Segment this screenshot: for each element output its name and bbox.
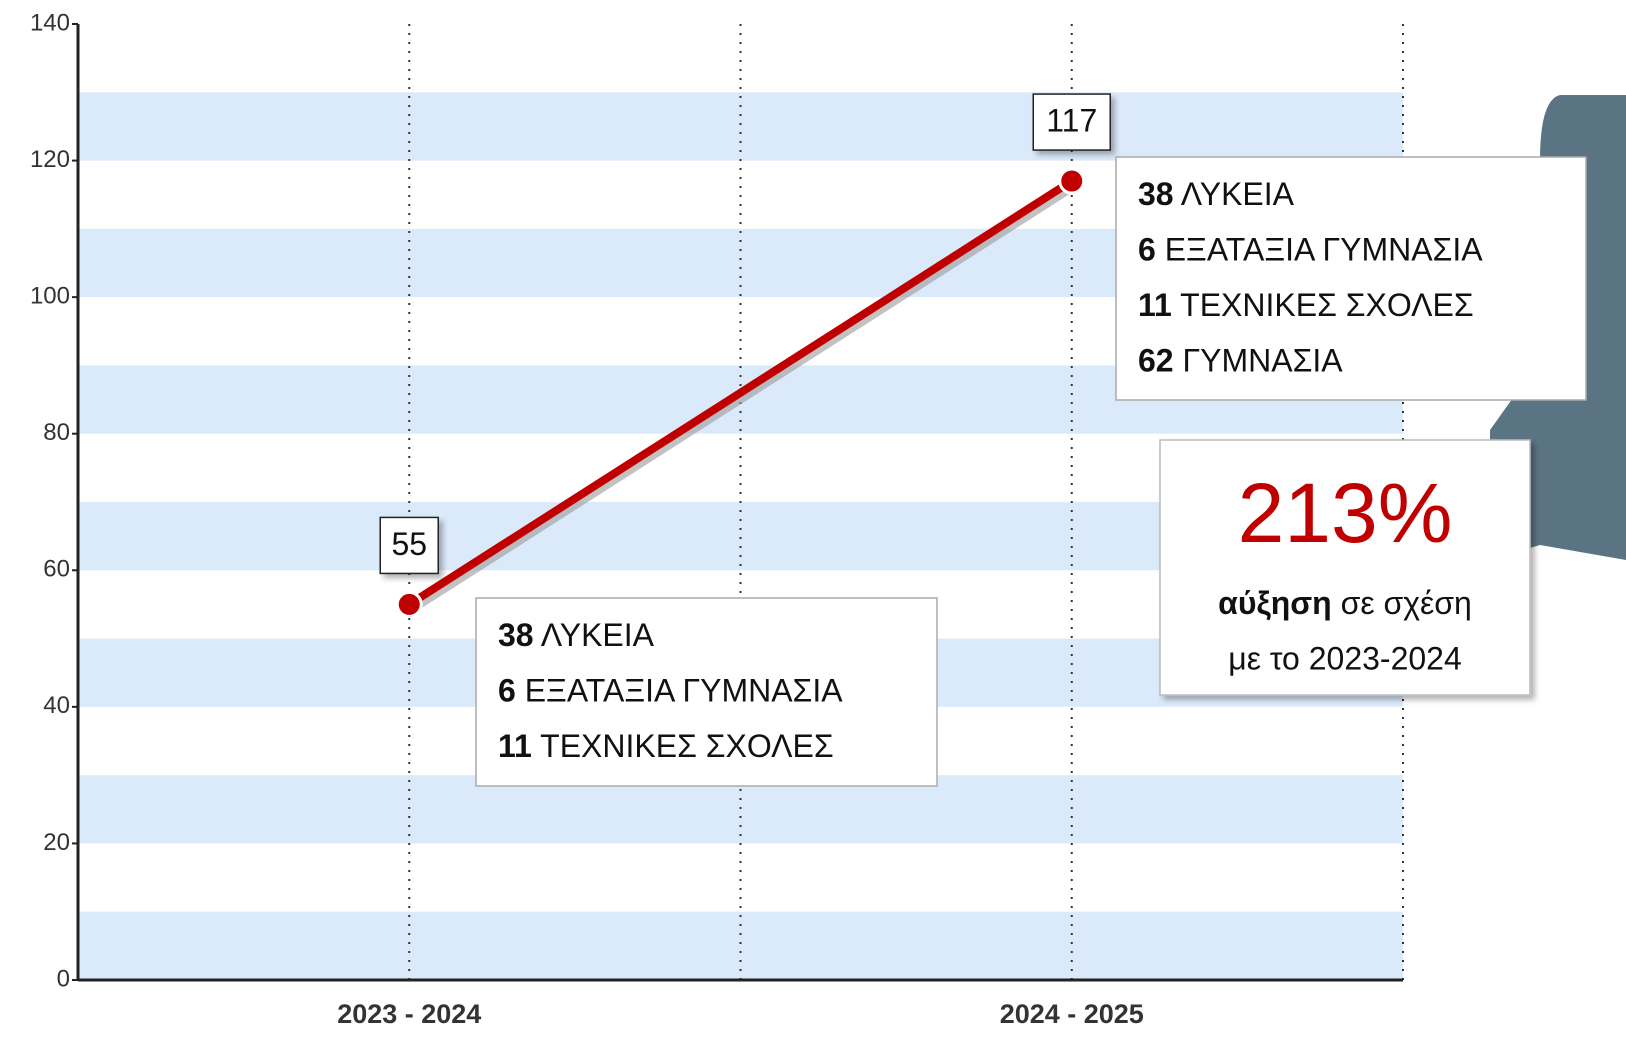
annotation-label: ΕΞΑΤΑΞΙΑ ΓΥΜΝΑΣΙΑ xyxy=(525,673,844,709)
x-tick-label: 2023 - 2024 xyxy=(337,999,481,1029)
y-tick-label: 100 xyxy=(30,282,70,309)
annotation-label: ΕΞΑΤΑΞΙΑ ΓΥΜΝΑΣΙΑ xyxy=(1165,232,1484,268)
highlight-figure: 213% xyxy=(1238,466,1453,560)
annotation-label: ΤΕΧΝΙΚΕΣ ΣΧΟΛΕΣ xyxy=(1180,287,1474,323)
y-tick-label: 60 xyxy=(43,556,70,583)
annotation-number: 6 xyxy=(1138,232,1156,268)
y-tick-label: 120 xyxy=(30,146,70,173)
highlight-bold: αύξηση xyxy=(1218,585,1332,621)
y-tick-label: 20 xyxy=(43,829,70,856)
annotation-line: 38 ΛΥΚΕΙΑ xyxy=(1138,176,1295,212)
chart: 0 20 40 60 80 100 120 140 2023 - 2024 2024 - 2025… xyxy=(0,0,1626,1063)
annotation-label: ΤΕΧΝΙΚΕΣ ΣΧΟΛΕΣ xyxy=(540,728,834,764)
marker xyxy=(397,592,421,616)
highlight-text: σε σχέση xyxy=(1341,585,1472,621)
y-tick-label: 0 xyxy=(57,965,70,992)
y-tick-label: 140 xyxy=(30,9,70,36)
annotation-number: 38 xyxy=(498,617,534,653)
annotation-line: 62 ΓΥΜΝΑΣΙΑ xyxy=(1138,343,1343,379)
value-label: 117 xyxy=(1046,103,1097,139)
annotation-number: 11 xyxy=(498,728,532,764)
annotation-line: 11 ΤΕΧΝΙΚΕΣ ΣΧΟΛΕΣ xyxy=(498,728,834,764)
annotation-label: ΛΥΚΕΙΑ xyxy=(541,617,655,653)
x-tick-label: 2024 - 2025 xyxy=(1000,999,1144,1029)
highlight-line: με το 2023-2024 xyxy=(1228,640,1462,676)
annotation-number: 6 xyxy=(498,673,516,709)
annotation-line: 11 ΤΕΧΝΙΚΕΣ ΣΧΟΛΕΣ xyxy=(1138,287,1474,323)
annotation-line: 38 ΛΥΚΕΙΑ xyxy=(498,617,655,653)
annotation-line: 6 ΕΞΑΤΑΞΙΑ ΓΥΜΝΑΣΙΑ xyxy=(498,673,843,709)
y-tick-label: 40 xyxy=(43,692,70,719)
annotation-number: 11 xyxy=(1138,287,1172,323)
annotation-number: 62 xyxy=(1138,343,1174,379)
annotation-line: 6 ΕΞΑΤΑΞΙΑ ΓΥΜΝΑΣΙΑ xyxy=(1138,232,1483,268)
value-label: 55 xyxy=(391,526,427,562)
page: 0 20 40 60 80 100 120 140 2023 - 2024 2024 - 2025… xyxy=(0,0,1626,1063)
highlight-line: αύξηση σε σχέση xyxy=(1218,585,1472,621)
annotation-label: ΛΥΚΕΙΑ xyxy=(1181,176,1295,212)
y-tick-label: 80 xyxy=(43,419,70,446)
marker xyxy=(1060,169,1084,193)
annotation-label: ΓΥΜΝΑΣΙΑ xyxy=(1182,343,1343,379)
annotation-number: 38 xyxy=(1138,176,1174,212)
